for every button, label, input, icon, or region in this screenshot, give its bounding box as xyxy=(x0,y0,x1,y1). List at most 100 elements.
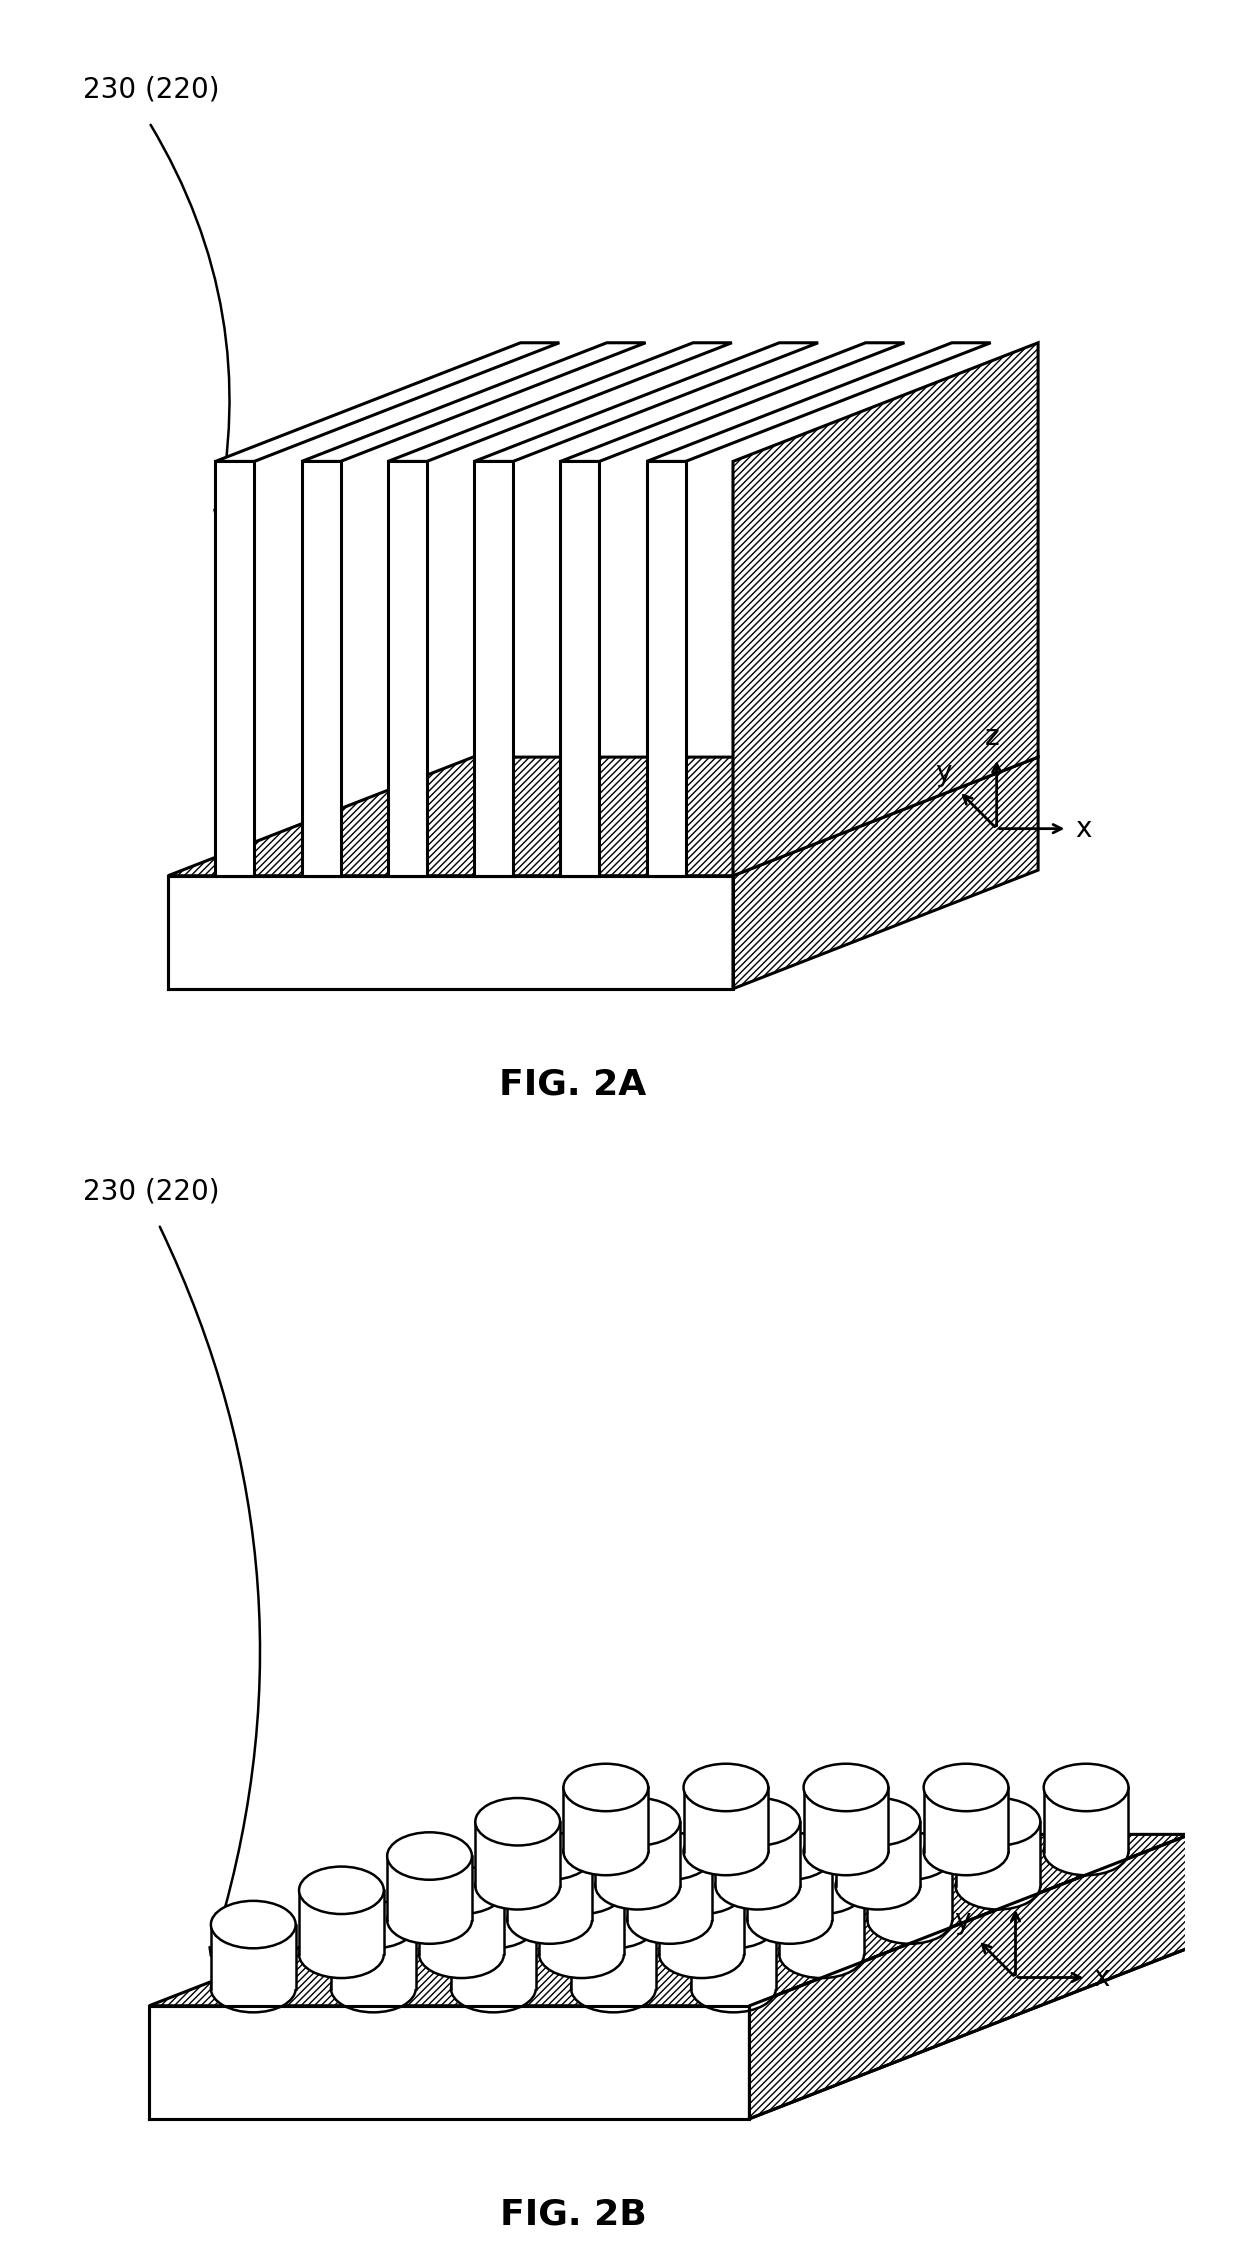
Ellipse shape xyxy=(924,1763,1008,1810)
Ellipse shape xyxy=(595,1799,680,1846)
Ellipse shape xyxy=(660,1930,744,1978)
Ellipse shape xyxy=(956,1862,1040,1910)
Polygon shape xyxy=(1044,1788,1128,1851)
Polygon shape xyxy=(563,1788,649,1851)
Ellipse shape xyxy=(836,1862,920,1910)
Text: z: z xyxy=(985,723,999,750)
Ellipse shape xyxy=(331,1964,415,2011)
Ellipse shape xyxy=(475,1862,560,1910)
Polygon shape xyxy=(331,1926,415,1989)
Text: 230 (220): 230 (220) xyxy=(83,1177,219,1205)
Polygon shape xyxy=(149,2007,749,2120)
Text: z: z xyxy=(1003,1871,1018,1898)
Polygon shape xyxy=(683,1788,769,1851)
Ellipse shape xyxy=(691,1901,776,1948)
Ellipse shape xyxy=(299,1930,384,1978)
Ellipse shape xyxy=(868,1896,952,1944)
Polygon shape xyxy=(647,344,991,461)
Polygon shape xyxy=(299,1889,384,1955)
Ellipse shape xyxy=(1044,1763,1128,1810)
Ellipse shape xyxy=(779,1867,864,1914)
Text: FIG. 2A: FIG. 2A xyxy=(500,1067,646,1103)
Ellipse shape xyxy=(683,1828,769,1876)
Polygon shape xyxy=(474,344,818,461)
Polygon shape xyxy=(779,1889,864,1955)
Polygon shape xyxy=(301,461,341,875)
Polygon shape xyxy=(451,1926,536,1989)
Polygon shape xyxy=(539,1889,624,1955)
Ellipse shape xyxy=(595,1862,680,1910)
Ellipse shape xyxy=(563,1828,649,1876)
Ellipse shape xyxy=(1044,1828,1128,1876)
Ellipse shape xyxy=(715,1862,800,1910)
Polygon shape xyxy=(216,344,559,461)
Polygon shape xyxy=(733,757,1038,990)
Ellipse shape xyxy=(299,1867,384,1914)
Polygon shape xyxy=(507,1855,591,1921)
Polygon shape xyxy=(647,461,686,875)
Polygon shape xyxy=(748,1855,832,1921)
Polygon shape xyxy=(475,1822,560,1885)
Polygon shape xyxy=(216,461,254,875)
Ellipse shape xyxy=(451,1901,536,1948)
Polygon shape xyxy=(560,461,599,875)
Ellipse shape xyxy=(683,1763,769,1810)
Ellipse shape xyxy=(924,1828,1008,1876)
Polygon shape xyxy=(167,757,1038,875)
Text: FIG. 2B: FIG. 2B xyxy=(500,2197,646,2233)
Ellipse shape xyxy=(804,1763,888,1810)
Ellipse shape xyxy=(572,1901,656,1948)
Ellipse shape xyxy=(691,1964,776,2011)
Ellipse shape xyxy=(387,1896,472,1944)
Ellipse shape xyxy=(539,1930,624,1978)
Ellipse shape xyxy=(331,1901,415,1948)
Polygon shape xyxy=(627,1855,712,1921)
Ellipse shape xyxy=(563,1763,649,1810)
Polygon shape xyxy=(804,1788,888,1851)
Polygon shape xyxy=(387,1855,472,1921)
Ellipse shape xyxy=(660,1867,744,1914)
Ellipse shape xyxy=(715,1799,800,1846)
Ellipse shape xyxy=(387,1833,472,1880)
Polygon shape xyxy=(419,1889,503,1955)
Polygon shape xyxy=(595,1822,680,1885)
Ellipse shape xyxy=(779,1930,864,1978)
Ellipse shape xyxy=(868,1833,952,1880)
Polygon shape xyxy=(560,344,904,461)
Polygon shape xyxy=(715,1822,800,1885)
Polygon shape xyxy=(149,1835,1190,2007)
Polygon shape xyxy=(749,1835,1190,2120)
Text: 230 (220): 230 (220) xyxy=(83,75,219,104)
Ellipse shape xyxy=(419,1930,503,1978)
Ellipse shape xyxy=(956,1799,1040,1846)
Polygon shape xyxy=(211,1926,295,1989)
Polygon shape xyxy=(572,1926,656,1989)
Polygon shape xyxy=(868,1855,952,1921)
Polygon shape xyxy=(836,1822,920,1885)
Polygon shape xyxy=(924,1788,1008,1851)
Ellipse shape xyxy=(572,1964,656,2011)
Ellipse shape xyxy=(836,1799,920,1846)
Ellipse shape xyxy=(748,1833,832,1880)
Polygon shape xyxy=(167,875,733,990)
Ellipse shape xyxy=(627,1833,712,1880)
Text: y: y xyxy=(954,1907,971,1935)
Ellipse shape xyxy=(419,1867,503,1914)
Polygon shape xyxy=(956,1822,1040,1885)
Ellipse shape xyxy=(804,1828,888,1876)
Ellipse shape xyxy=(507,1896,591,1944)
Ellipse shape xyxy=(475,1799,560,1846)
Ellipse shape xyxy=(451,1964,536,2011)
Polygon shape xyxy=(388,344,732,461)
Polygon shape xyxy=(691,1926,776,1989)
Text: x: x xyxy=(1075,814,1091,843)
Ellipse shape xyxy=(748,1896,832,1944)
Polygon shape xyxy=(733,344,1038,875)
Polygon shape xyxy=(388,461,427,875)
Ellipse shape xyxy=(507,1833,591,1880)
Ellipse shape xyxy=(211,1964,295,2011)
Text: x: x xyxy=(1094,1964,1110,1991)
Text: y: y xyxy=(935,759,951,786)
Ellipse shape xyxy=(627,1896,712,1944)
Polygon shape xyxy=(474,461,513,875)
